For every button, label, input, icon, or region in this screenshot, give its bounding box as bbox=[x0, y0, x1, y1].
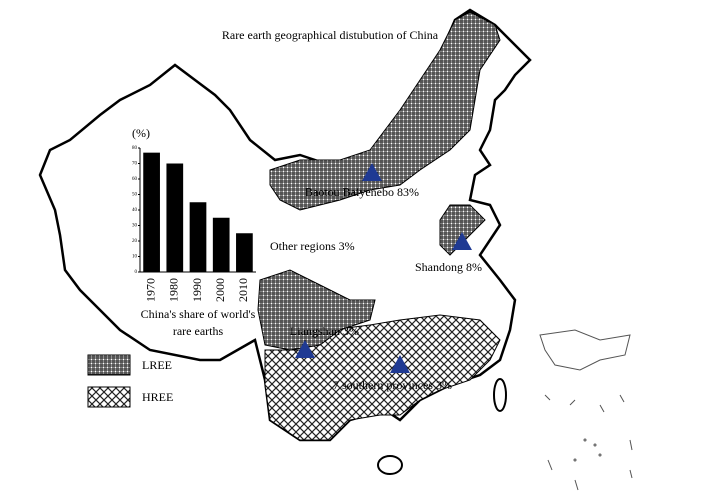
legend-swatch-hree bbox=[87, 386, 131, 408]
bar bbox=[143, 152, 160, 272]
chart-caption: rare earths bbox=[173, 324, 224, 338]
legend-swatch-lree bbox=[87, 354, 131, 376]
deposit-marker bbox=[295, 340, 315, 358]
y-tick-label: 50 bbox=[132, 193, 138, 198]
deposit-marker bbox=[362, 163, 382, 181]
region-label: 7 southern provinces 3% bbox=[333, 378, 452, 392]
legend-label: LREE bbox=[142, 358, 172, 372]
x-tick-label: 1970 bbox=[143, 278, 157, 302]
bar bbox=[212, 217, 230, 272]
y-axis-label: (%) bbox=[132, 126, 150, 140]
x-tick-label: 2010 bbox=[236, 278, 250, 302]
deposit-marker bbox=[452, 232, 472, 250]
map-title: Rare earth geographical distubution of C… bbox=[222, 28, 439, 42]
chart-caption: China's share of world's bbox=[141, 307, 256, 321]
y-tick-label: 20 bbox=[132, 239, 138, 244]
region-label: Baotou Baiyenebo 83% bbox=[305, 185, 419, 199]
bar bbox=[189, 202, 207, 272]
x-tick-label: 1990 bbox=[190, 278, 204, 302]
bar bbox=[166, 163, 184, 272]
y-tick-label: 0 bbox=[135, 270, 138, 275]
deposit-marker bbox=[390, 355, 410, 373]
y-tick-label: 80 bbox=[132, 146, 138, 151]
region-label: Other regions 3% bbox=[270, 239, 355, 253]
hainan bbox=[377, 455, 403, 475]
hree-region bbox=[264, 314, 501, 441]
lree-region bbox=[269, 11, 501, 211]
lree-region bbox=[439, 204, 486, 256]
bar bbox=[236, 233, 253, 272]
x-tick-label: 1980 bbox=[167, 278, 181, 302]
lree-region bbox=[257, 269, 376, 351]
legend-label: HREE bbox=[142, 390, 173, 404]
region-label: Shandong 8% bbox=[415, 260, 482, 274]
x-tick-label: 2000 bbox=[213, 278, 227, 302]
y-tick-label: 30 bbox=[132, 224, 138, 229]
triangles bbox=[295, 163, 472, 373]
region-label: Liangshan 3% bbox=[290, 324, 359, 338]
y-tick-label: 70 bbox=[132, 162, 138, 167]
y-tick-label: 10 bbox=[132, 255, 138, 260]
south-china-sea-inset bbox=[539, 329, 633, 491]
taiwan bbox=[493, 378, 507, 412]
y-tick-label: 60 bbox=[132, 177, 138, 182]
y-tick-label: 40 bbox=[132, 208, 138, 213]
